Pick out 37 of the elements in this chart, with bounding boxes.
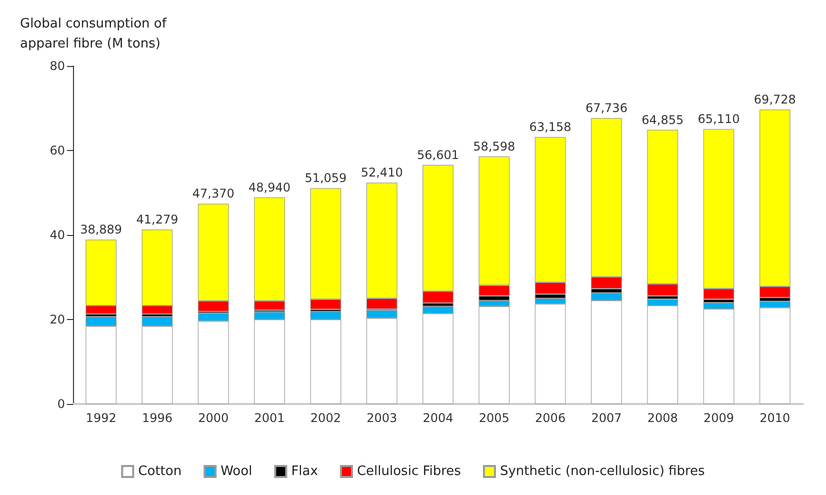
y-tick-label: 80 [50,59,65,73]
x-tick-label: 2000 [198,411,229,425]
x-tick-label: 2005 [478,411,510,425]
annotation: 38,889 [80,222,122,237]
legend-label: Flax [291,464,318,479]
annotation: 56,601 [417,148,459,162]
legend-label: Synthetic (non-cellulosic) fibres [500,464,706,479]
y-axis-title: Global consumption of apparel fibre (M tons) [20,16,167,52]
x-tick-label: 1992 [86,411,116,425]
annotation: 63,158 [529,120,572,134]
annotation: 41,279 [136,212,178,227]
annotation: 47,370 [192,186,234,201]
annotation: 64,855 [642,112,684,127]
y-tick-label: 40 [50,228,65,242]
x-tick-label: 2010 [760,411,790,425]
annotation: 51,059 [304,171,347,186]
x-tick-label: 1996 [142,411,173,425]
legend-label: Cotton [138,464,182,479]
legend-label: Cellulosic Fibres [356,464,462,479]
y-tick-label: 60 [50,144,65,158]
legend-label: Wool [220,464,252,479]
annotation: 52,410 [360,166,403,180]
annotation: 48,940 [248,180,291,194]
x-tick-label: 2009 [703,411,734,425]
x-tick-label: 2003 [366,411,398,425]
x-tick-label: 2006 [535,411,566,425]
x-tick-label: 2008 [647,411,678,425]
x-tick-label: 2001 [254,411,285,425]
annotation: 65,110 [698,112,740,126]
x-tick-label: 2004 [422,411,454,425]
annotation: 67,736 [585,100,628,115]
y-tick-label: 0 [57,397,65,411]
x-tick-label: 2002 [310,411,341,425]
x-tick-label: 2007 [591,411,622,425]
annotation: 69,728 [754,92,796,107]
annotation: 58,598 [473,139,516,154]
y-tick-label: 20 [50,312,65,326]
